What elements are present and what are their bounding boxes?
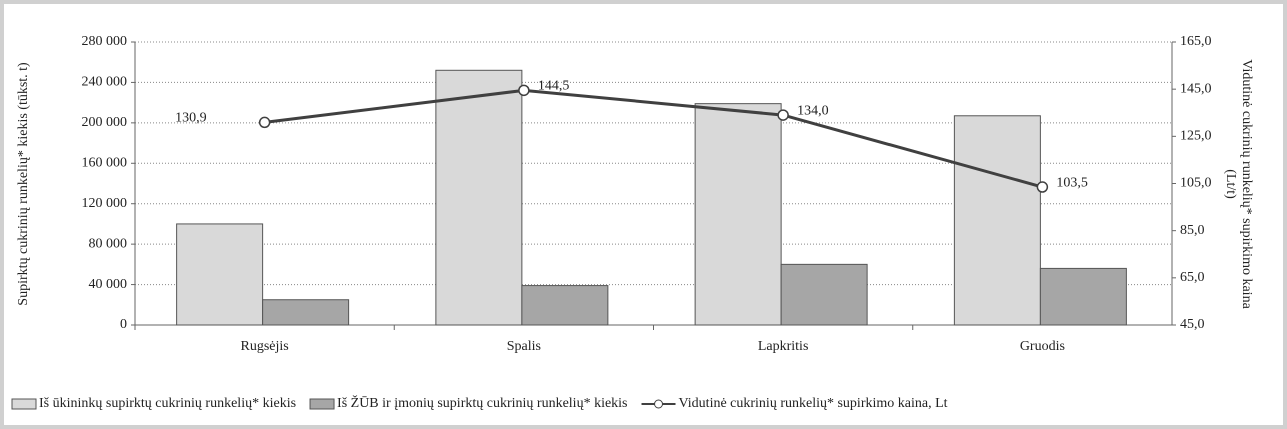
y-tick-label: 160 000 [82,156,128,171]
legend-swatch [11,398,37,410]
y2-tick-label: 65,0 [1180,270,1205,285]
line-marker [777,109,789,121]
line-marker [1036,181,1049,193]
legend-label: Iš ūkininkų supirktų cukrinių runkelių* … [39,396,296,411]
y2-axis-title: Vidutinė cukrinių runkelių* supirkimo ka… [1239,59,1254,309]
y2-tick-label: 165,0 [1180,34,1212,49]
y2-tick-label: 85,0 [1180,223,1205,238]
y2-tick-label: 45,0 [1180,317,1205,332]
y-tick-label: 80 000 [89,236,128,251]
x-tick-label: Lapkritis [758,339,809,354]
bar [262,299,350,326]
y-axis-title: Supirktų cukrinių runkelių* kiekis (tūks… [16,62,31,306]
line [264,88,1043,189]
y-tick-label: 40 000 [89,277,128,292]
legend-swatch [309,398,335,410]
y-tick-label: 280 000 [82,34,128,49]
bar [521,285,609,326]
legend-label: Vidutinė cukrinių runkelių* supirkimo ka… [679,396,948,411]
bar [1039,267,1127,326]
data-label: 144,5 [538,79,570,94]
y2-axis-title: (Lt/t) [1223,169,1238,199]
bar [435,69,523,326]
y-tick-label: 240 000 [82,75,128,90]
bar [780,263,868,326]
data-label: 134,0 [797,103,829,118]
legend-label: Iš ŽŪB ir įmonių supirktų cukrinių runke… [337,394,627,411]
y2-tick-label: 145,0 [1180,81,1212,96]
y-tick-label: 120 000 [82,196,128,211]
line-marker [258,116,271,129]
data-label: 130,9 [175,111,207,126]
x-tick-label: Gruodis [1020,339,1065,354]
y-tick-label: 0 [120,317,127,332]
x-tick-label: Rugsėjis [241,339,289,354]
x-tick-label: Spalis [507,339,541,354]
data-label: 103,5 [1056,175,1088,190]
y-tick-label: 200 000 [82,115,128,130]
line-marker [518,84,530,97]
bar [694,103,782,326]
bar [176,223,264,326]
legend-marker [654,399,664,409]
y2-tick-label: 125,0 [1180,129,1212,144]
bar [953,115,1041,326]
y2-tick-label: 105,0 [1180,176,1212,191]
